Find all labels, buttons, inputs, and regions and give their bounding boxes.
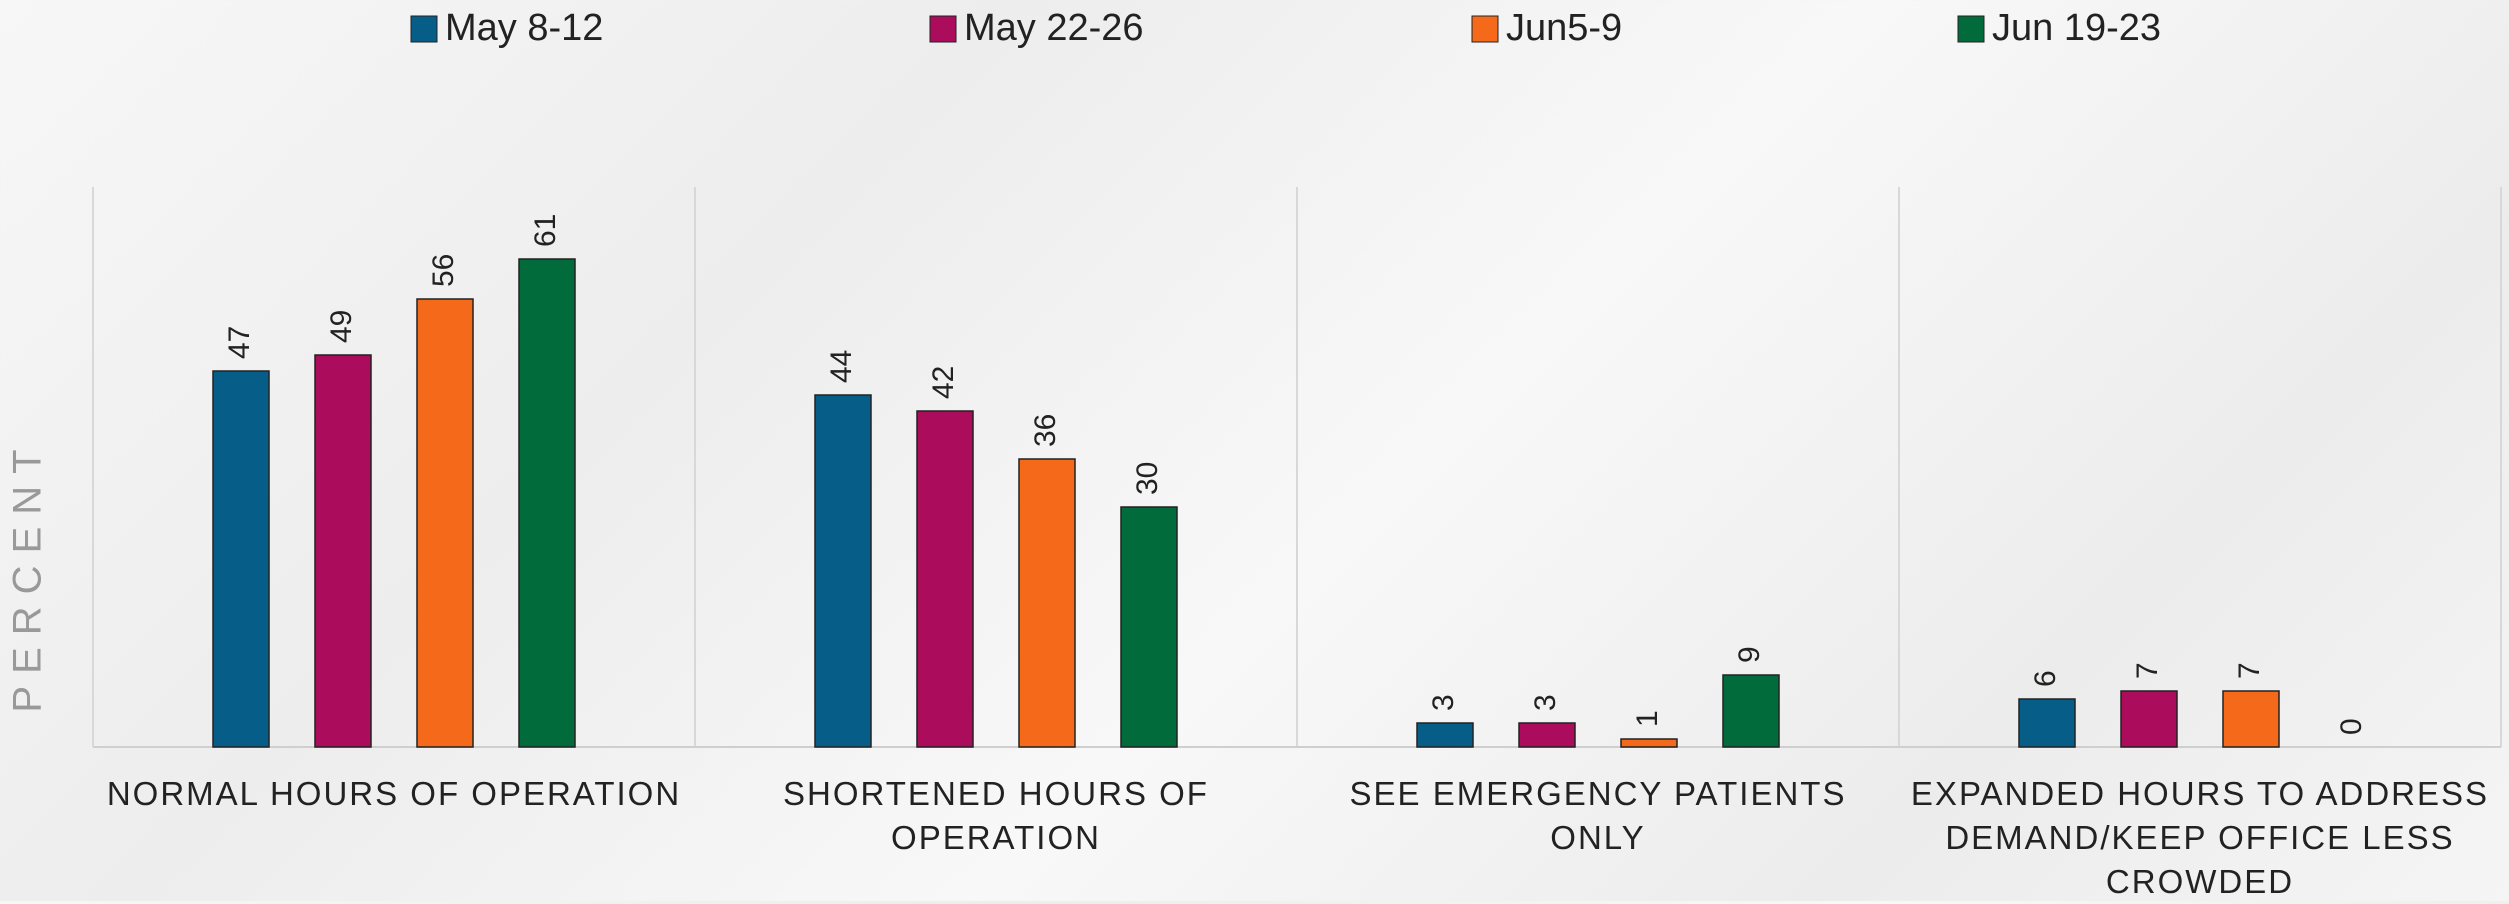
bar xyxy=(1518,722,1576,748)
value-label: 36 xyxy=(1029,414,1062,447)
value-label: 61 xyxy=(529,214,562,247)
x-tick-label: SHORTENED HOURS OF OPERATION xyxy=(783,775,1209,856)
bar xyxy=(814,394,872,748)
legend-swatch xyxy=(410,15,438,43)
value-label: 0 xyxy=(2335,718,2368,735)
x-tick-label: NORMAL HOURS OF OPERATION xyxy=(106,775,682,812)
legend-swatch xyxy=(929,15,957,43)
y-axis-label: PERCENT xyxy=(6,437,50,712)
bar xyxy=(1722,674,1780,748)
x-tick-label: SEE EMERGENCY PATIENTS ONLY xyxy=(1349,775,1847,856)
value-label: 6 xyxy=(2029,670,2062,687)
legend-label: Jun5-9 xyxy=(1506,7,1622,49)
value-label: 1 xyxy=(1631,710,1664,727)
legend-label: Jun 19-23 xyxy=(1992,7,2161,49)
bar xyxy=(2018,698,2076,748)
bar xyxy=(1120,506,1178,748)
bar xyxy=(416,298,474,748)
legend-swatch xyxy=(1471,15,1499,43)
value-label: 3 xyxy=(1529,694,1562,711)
value-label: 56 xyxy=(427,254,460,287)
legend-label: May 22-26 xyxy=(964,7,1144,49)
bar xyxy=(212,370,270,748)
bar xyxy=(1416,722,1474,748)
value-label: 7 xyxy=(2233,662,2266,679)
value-label: 30 xyxy=(1131,462,1164,495)
bar xyxy=(314,354,372,748)
value-label: 47 xyxy=(223,326,256,359)
bar xyxy=(2222,690,2280,748)
value-label: 9 xyxy=(1733,646,1766,663)
bar xyxy=(1018,458,1076,748)
x-tick-label: EXPANDED HOURS TO ADDRESS DEMAND/KEEP OF… xyxy=(1910,775,2490,900)
value-label: 44 xyxy=(825,350,858,383)
bar xyxy=(2120,690,2178,748)
legend-label: May 8-12 xyxy=(445,7,603,49)
bar xyxy=(1620,738,1678,748)
bar xyxy=(518,258,576,748)
value-label: 42 xyxy=(927,366,960,399)
legend-swatch xyxy=(1957,15,1985,43)
bar xyxy=(916,410,974,748)
value-label: 7 xyxy=(2131,662,2164,679)
value-label: 3 xyxy=(1427,694,1460,711)
value-label: 49 xyxy=(325,310,358,343)
